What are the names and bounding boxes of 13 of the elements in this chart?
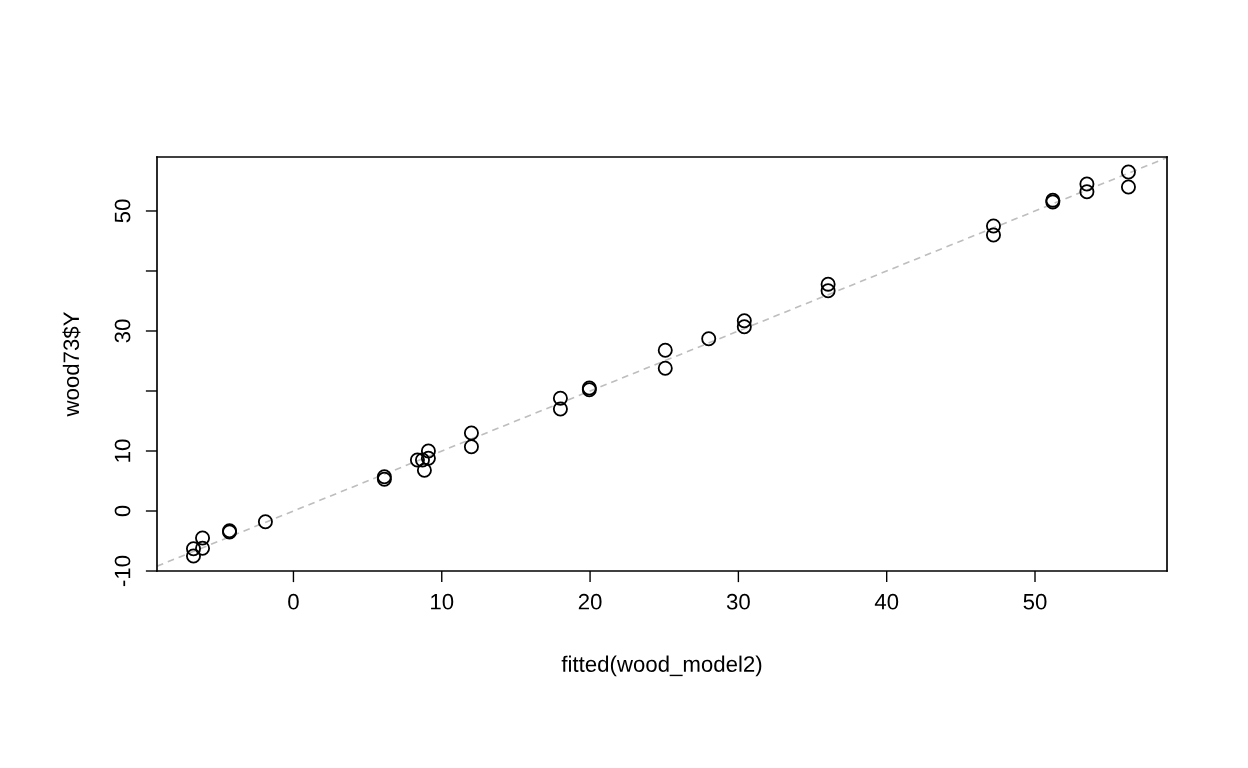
y-tick-label: 10: [114, 439, 131, 462]
x-tick-label: 30: [726, 593, 750, 610]
y-tick-label: -10: [114, 555, 131, 587]
y-axis-title: wood73$Y: [62, 311, 81, 417]
x-axis-title: fitted(wood_model2): [561, 655, 762, 677]
x-tick-label: 50: [1023, 593, 1047, 610]
y-tick-label: 30: [114, 319, 131, 343]
x-tick-label: 0: [288, 593, 299, 610]
x-tick-label: 20: [578, 593, 602, 610]
y-tick-label: 50: [114, 199, 131, 223]
x-tick-label: 10: [431, 593, 454, 610]
y-tick-label: 0: [114, 505, 131, 517]
x-tick-label: 40: [874, 593, 899, 610]
